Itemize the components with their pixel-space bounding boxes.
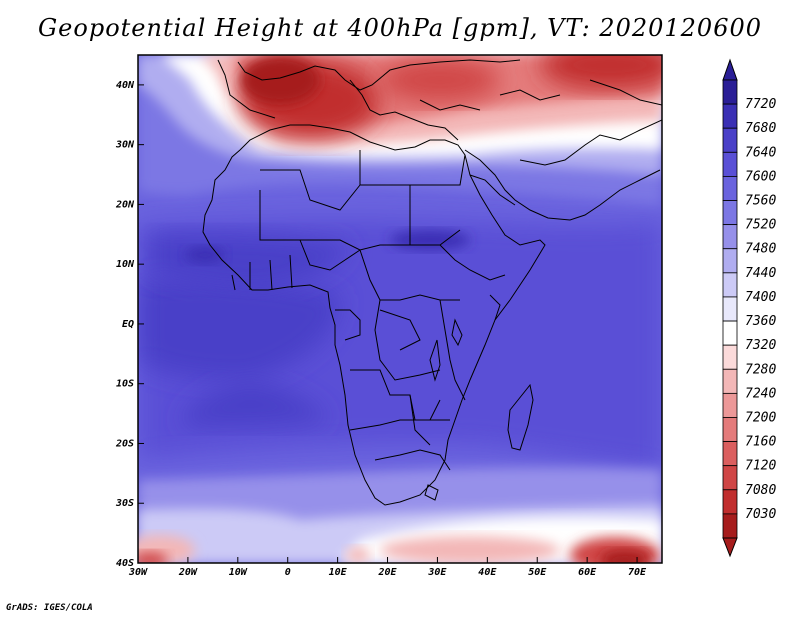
colorbar-label: 7280 bbox=[745, 362, 776, 377]
colorbar-top-arrow bbox=[722, 58, 738, 81]
lat-label: 10S bbox=[116, 379, 134, 390]
plot-frame bbox=[137, 54, 663, 564]
colorbar-label: 7160 bbox=[745, 435, 776, 450]
colorbar-bottom-arrow bbox=[722, 537, 738, 558]
colorbar-swatch bbox=[722, 151, 738, 177]
colorbar-label: 7200 bbox=[745, 410, 776, 425]
colorbar-swatch bbox=[722, 320, 738, 346]
lat-label: EQ bbox=[122, 319, 134, 330]
colorbar-swatch bbox=[722, 224, 738, 250]
colorbar-swatch bbox=[722, 272, 738, 298]
colorbar-swatch bbox=[722, 513, 738, 539]
colorbar-label: 7120 bbox=[745, 459, 776, 474]
colorbar-swatch bbox=[722, 103, 738, 129]
colorbar-label: 7240 bbox=[745, 386, 776, 401]
lon-label: 20W bbox=[178, 567, 198, 578]
colorbar-label: 7400 bbox=[745, 290, 776, 305]
lat-label: 20S bbox=[115, 438, 134, 449]
lon-label: 30W bbox=[128, 567, 148, 578]
lat-label: 20N bbox=[115, 199, 135, 210]
colorbar-swatch bbox=[722, 296, 738, 322]
colorbar-label: 7480 bbox=[745, 242, 776, 257]
colorbar-label: 7520 bbox=[745, 218, 776, 233]
lon-label: 0 bbox=[285, 567, 291, 578]
grads-credit: GrADS: IGES/COLA bbox=[6, 603, 93, 613]
colorbar-label: 7680 bbox=[745, 121, 776, 136]
lat-label: 10N bbox=[116, 259, 135, 270]
map-title: Geopotential Height at 400hPa [gpm], VT:… bbox=[38, 14, 762, 42]
height-field bbox=[138, 55, 662, 563]
colorbar-label: 7640 bbox=[745, 145, 776, 160]
colorbar-label: 7440 bbox=[745, 266, 776, 281]
colorbar-labels: 7720 7680 7640 7600 7560 7520 7480 7440 7400 7360… bbox=[745, 97, 776, 522]
colorbar-swatch bbox=[722, 248, 738, 274]
colorbar-swatch bbox=[722, 392, 738, 418]
colorbar-swatch bbox=[722, 489, 738, 515]
lon-label: 50E bbox=[528, 567, 547, 578]
colorbar-swatches bbox=[722, 58, 738, 558]
colorbar-label: 7320 bbox=[745, 338, 776, 353]
lon-label: 10E bbox=[329, 567, 348, 578]
colorbar-label: 7600 bbox=[745, 169, 776, 184]
lon-label: 40E bbox=[478, 567, 497, 578]
colorbar-swatch bbox=[722, 368, 738, 394]
colorbar-swatch bbox=[722, 127, 738, 153]
colorbar-swatch bbox=[722, 79, 738, 105]
colorbar-swatch bbox=[722, 344, 738, 370]
lat-label: 30N bbox=[115, 140, 135, 151]
lon-label: 10W bbox=[229, 567, 248, 578]
colorbar-swatch bbox=[722, 200, 738, 226]
colorbar-swatch bbox=[722, 176, 738, 201]
lon-label: 60E bbox=[578, 567, 597, 578]
colorbar-swatch bbox=[722, 441, 738, 467]
lon-label: 20E bbox=[377, 567, 397, 578]
colorbar-label: 7030 bbox=[745, 507, 776, 522]
colorbar-label: 7080 bbox=[745, 483, 776, 498]
coastlines bbox=[202, 59, 662, 506]
colorbar-label: 7360 bbox=[745, 314, 776, 329]
colorbar-swatch bbox=[722, 465, 738, 491]
lat-label: 30S bbox=[115, 498, 134, 509]
colorbar-label: 7560 bbox=[745, 194, 776, 209]
colorbar-label: 7720 bbox=[745, 97, 776, 112]
lon-label: 30E bbox=[427, 567, 447, 578]
lat-label: 40N bbox=[116, 80, 135, 91]
lon-label: 70E bbox=[628, 567, 647, 578]
colorbar-swatch bbox=[722, 417, 738, 442]
lat-label: 40S bbox=[116, 558, 134, 569]
